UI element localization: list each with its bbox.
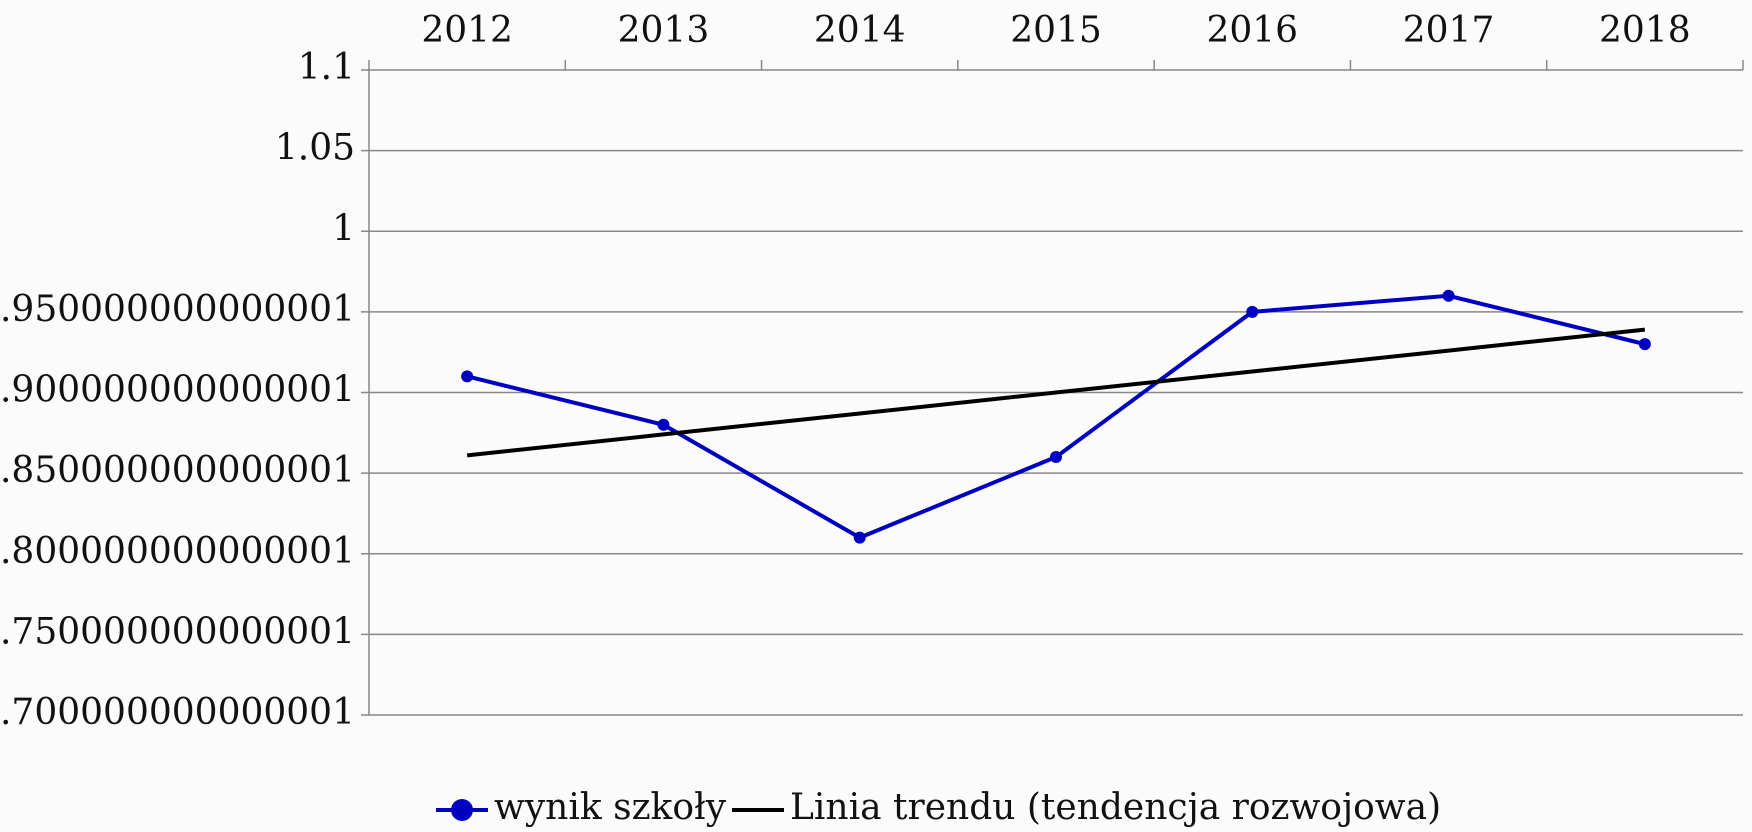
y-tick-label: 1 xyxy=(332,208,355,249)
x-tick-label: 2012 xyxy=(421,10,513,51)
x-tick-label: 2016 xyxy=(1206,10,1298,51)
y-tick-label: 0.900000000000001 xyxy=(0,370,355,411)
data-point xyxy=(657,418,670,431)
y-tick-label: 0.950000000000001 xyxy=(0,289,355,330)
series-line xyxy=(466,327,1646,458)
y-tick-label: 0.750000000000001 xyxy=(0,611,355,652)
data-point xyxy=(1050,451,1062,463)
data-point xyxy=(1442,289,1455,302)
data-point xyxy=(1638,338,1651,351)
x-tick-label: 2013 xyxy=(618,10,710,51)
y-tick-label: 0.850000000000001 xyxy=(0,450,355,491)
y-tick-label: 0.800000000000001 xyxy=(0,531,355,572)
x-tick-label: 2018 xyxy=(1599,10,1691,51)
x-tick-label: 2017 xyxy=(1403,10,1495,51)
x-tick-label: 2015 xyxy=(1010,10,1102,51)
legend-marker xyxy=(451,799,473,821)
y-tick-label: 0.700000000000001 xyxy=(0,692,355,733)
legend-label: Linia trendu (tendencja rozwojowa) xyxy=(790,787,1441,828)
legend-label: wynik szkoły xyxy=(494,787,727,828)
data-point xyxy=(461,370,474,383)
y-tick-label: 1.05 xyxy=(275,128,355,169)
x-tick-label: 2014 xyxy=(814,10,906,51)
data-point xyxy=(853,531,866,544)
data-point xyxy=(1246,305,1259,318)
y-tick-label: 1.1 xyxy=(298,47,355,88)
